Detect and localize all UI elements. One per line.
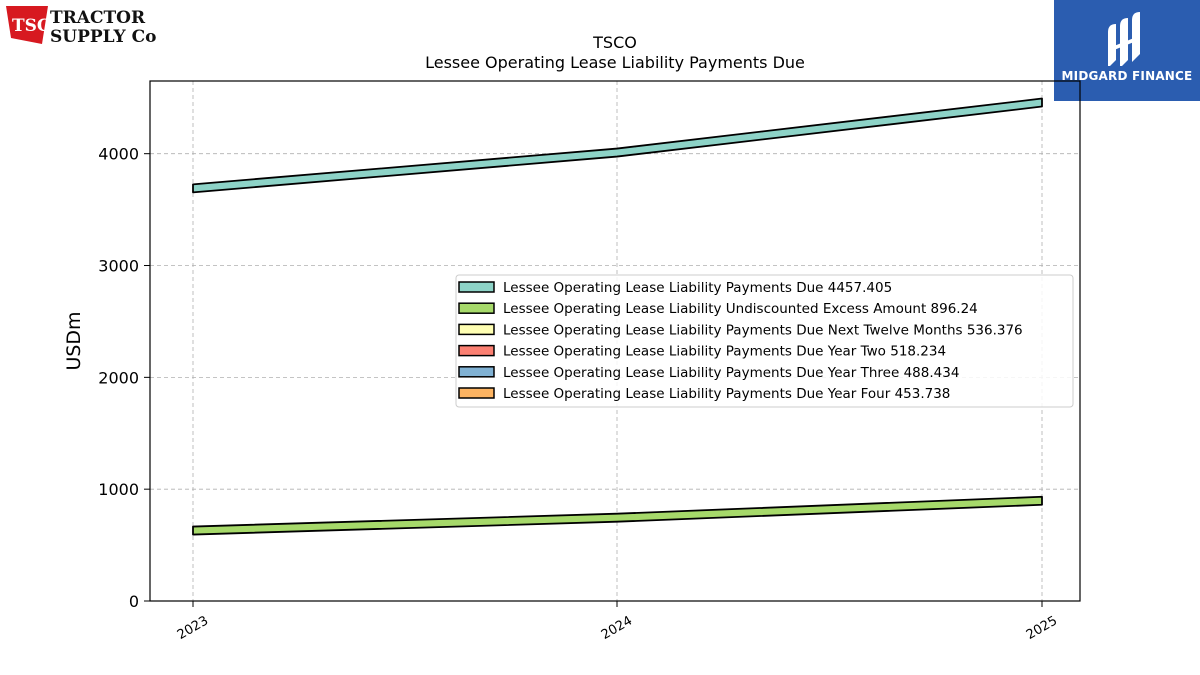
midgard-mark-icon — [1108, 12, 1140, 66]
legend-swatch — [458, 387, 495, 399]
y-tick-label: 3000 — [98, 257, 139, 276]
legend-swatch — [458, 302, 495, 314]
legend-label: Lessee Operating Lease Liability Undisco… — [503, 301, 978, 317]
legend-label: Lessee Operating Lease Liability Payment… — [503, 344, 946, 360]
logo-line1: TRACTOR — [50, 8, 146, 28]
legend-label: Lessee Operating Lease Liability Payment… — [503, 280, 892, 296]
legend-label: Lessee Operating Lease Liability Payment… — [503, 386, 950, 402]
chart-subtitle: Lessee Operating Lease Liability Payment… — [425, 53, 805, 72]
tractor-supply-logo: TSC TRACTOR SUPPLY Co — [6, 6, 156, 46]
y-tick-label: 4000 — [98, 145, 139, 164]
y-tick-label: 0 — [129, 592, 139, 611]
x-tick-label: 2025 — [1024, 613, 1060, 643]
y-tick-label: 1000 — [98, 480, 139, 499]
legend-label: Lessee Operating Lease Liability Payment… — [503, 322, 1023, 338]
y-tick-label: 2000 — [98, 368, 139, 387]
legend-swatch — [458, 323, 495, 336]
series-layer — [192, 97, 1043, 536]
legend-swatch — [458, 281, 495, 293]
plot-frame — [149, 80, 1081, 602]
series-band-0 — [192, 97, 1043, 194]
legend-box — [455, 274, 1074, 408]
legend: Lessee Operating Lease Liability Payment… — [455, 274, 1074, 408]
midgard-finance-text: MIDGARD FINANCE — [1061, 69, 1193, 83]
logo-mark-text: TSC — [12, 16, 50, 36]
legend-swatch — [458, 344, 495, 357]
logo-line2: SUPPLY Co — [50, 27, 156, 46]
legend-label: Lessee Operating Lease Liability Payment… — [503, 365, 959, 381]
chart-title: TSCO — [592, 33, 637, 52]
legend-swatch — [458, 366, 495, 378]
series-band-1 — [192, 495, 1043, 536]
y-axis-label: USDm — [63, 311, 85, 370]
midgard-finance-logo: MIDGARD FINANCE — [1054, 0, 1200, 101]
x-tick-label: 2024 — [599, 613, 635, 643]
x-tick-label: 2023 — [175, 613, 211, 643]
